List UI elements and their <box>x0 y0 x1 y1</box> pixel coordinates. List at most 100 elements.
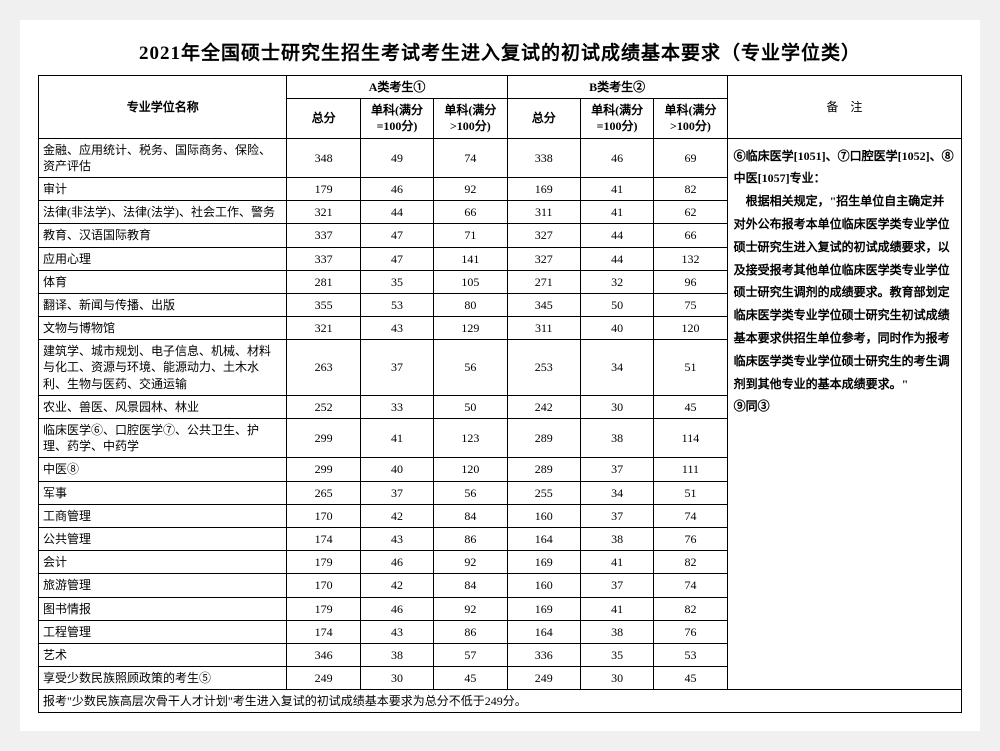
cell-a-0: 321 <box>287 201 360 224</box>
cell-a-0: 348 <box>287 138 360 177</box>
cell-a-2: 92 <box>434 551 507 574</box>
cell-a-1: 33 <box>360 395 433 418</box>
cell-a-1: 42 <box>360 504 433 527</box>
cell-a-1: 41 <box>360 419 433 458</box>
cell-a-2: 84 <box>434 504 507 527</box>
cell-a-1: 43 <box>360 317 433 340</box>
cell-b-1: 41 <box>580 551 653 574</box>
cell-a-0: 179 <box>287 177 360 200</box>
cell-major: 享受少数民族照顾政策的考生⑤ <box>39 667 287 690</box>
cell-b-0: 336 <box>507 643 580 666</box>
cell-b-1: 41 <box>580 177 653 200</box>
cell-a-2: 80 <box>434 293 507 316</box>
notes-cell: ⑥临床医学[1051]、⑦口腔医学[1052]、⑧中医[1057]专业： 根据相… <box>727 138 961 690</box>
table-header: 专业学位名称 A类考生① B类考生② 备 注 总分 单科(满分=100分) 单科… <box>39 76 962 139</box>
cell-a-0: 321 <box>287 317 360 340</box>
cell-b-2: 82 <box>654 177 727 200</box>
cell-b-0: 164 <box>507 527 580 550</box>
cell-b-1: 32 <box>580 270 653 293</box>
cell-major: 体育 <box>39 270 287 293</box>
cell-major: 会计 <box>39 551 287 574</box>
cell-b-2: 53 <box>654 643 727 666</box>
cell-a-0: 249 <box>287 667 360 690</box>
cell-a-1: 38 <box>360 643 433 666</box>
cell-a-2: 57 <box>434 643 507 666</box>
col-notes: 备 注 <box>727 76 961 139</box>
cell-a-0: 299 <box>287 458 360 481</box>
cell-a-1: 35 <box>360 270 433 293</box>
cell-b-0: 311 <box>507 201 580 224</box>
cell-major: 文物与博物馆 <box>39 317 287 340</box>
cell-a-1: 47 <box>360 224 433 247</box>
cell-b-0: 160 <box>507 574 580 597</box>
cell-a-1: 30 <box>360 667 433 690</box>
col-b-total: 总分 <box>507 99 580 138</box>
cell-b-2: 62 <box>654 201 727 224</box>
cell-b-1: 41 <box>580 201 653 224</box>
cell-b-1: 38 <box>580 419 653 458</box>
cell-major: 审计 <box>39 177 287 200</box>
cell-major: 工程管理 <box>39 620 287 643</box>
cell-b-1: 50 <box>580 293 653 316</box>
cell-a-1: 53 <box>360 293 433 316</box>
cell-major: 公共管理 <box>39 527 287 550</box>
cell-a-1: 43 <box>360 527 433 550</box>
cell-a-1: 46 <box>360 551 433 574</box>
cell-a-2: 120 <box>434 458 507 481</box>
cell-b-2: 82 <box>654 551 727 574</box>
cell-a-1: 40 <box>360 458 433 481</box>
cell-a-2: 56 <box>434 340 507 396</box>
cell-b-2: 45 <box>654 667 727 690</box>
cell-a-2: 129 <box>434 317 507 340</box>
col-group-a: A类考生① <box>287 76 507 99</box>
cell-b-2: 76 <box>654 527 727 550</box>
cell-major: 图书情报 <box>39 597 287 620</box>
cell-b-1: 44 <box>580 247 653 270</box>
cell-b-1: 37 <box>580 574 653 597</box>
cell-b-0: 160 <box>507 504 580 527</box>
cell-b-1: 30 <box>580 395 653 418</box>
cell-a-2: 123 <box>434 419 507 458</box>
cell-b-2: 114 <box>654 419 727 458</box>
cell-b-2: 69 <box>654 138 727 177</box>
cell-b-0: 164 <box>507 620 580 643</box>
cell-a-0: 355 <box>287 293 360 316</box>
cell-a-1: 46 <box>360 177 433 200</box>
cell-a-2: 105 <box>434 270 507 293</box>
cell-a-2: 74 <box>434 138 507 177</box>
cell-a-1: 47 <box>360 247 433 270</box>
cell-a-2: 141 <box>434 247 507 270</box>
cell-b-1: 41 <box>580 597 653 620</box>
cell-a-1: 37 <box>360 481 433 504</box>
cell-a-0: 337 <box>287 224 360 247</box>
col-b-sub100: 单科(满分=100分) <box>580 99 653 138</box>
cell-a-0: 346 <box>287 643 360 666</box>
cell-a-1: 46 <box>360 597 433 620</box>
cell-a-2: 92 <box>434 597 507 620</box>
cell-b-1: 44 <box>580 224 653 247</box>
cell-b-1: 37 <box>580 458 653 481</box>
table-body: 金融、应用统计、税务、国际商务、保险、资产评估34849743384669⑥临床… <box>39 138 962 713</box>
cell-a-2: 45 <box>434 667 507 690</box>
cell-major: 临床医学⑥、口腔医学⑦、公共卫生、护理、药学、中药学 <box>39 419 287 458</box>
cell-a-2: 56 <box>434 481 507 504</box>
cell-b-1: 34 <box>580 481 653 504</box>
cell-b-2: 132 <box>654 247 727 270</box>
cell-a-1: 37 <box>360 340 433 396</box>
cell-major: 金融、应用统计、税务、国际商务、保险、资产评估 <box>39 138 287 177</box>
cell-a-0: 299 <box>287 419 360 458</box>
col-major: 专业学位名称 <box>39 76 287 139</box>
cell-major: 法律(非法学)、法律(法学)、社会工作、警务 <box>39 201 287 224</box>
cell-major: 农业、兽医、风景园林、林业 <box>39 395 287 418</box>
cell-major: 翻译、新闻与传播、出版 <box>39 293 287 316</box>
cell-b-0: 255 <box>507 481 580 504</box>
cell-b-0: 327 <box>507 247 580 270</box>
cell-b-0: 249 <box>507 667 580 690</box>
cell-b-2: 74 <box>654 504 727 527</box>
cell-major: 应用心理 <box>39 247 287 270</box>
cell-a-2: 66 <box>434 201 507 224</box>
cell-b-0: 169 <box>507 597 580 620</box>
cell-a-0: 265 <box>287 481 360 504</box>
cell-a-0: 179 <box>287 551 360 574</box>
cell-b-2: 82 <box>654 597 727 620</box>
